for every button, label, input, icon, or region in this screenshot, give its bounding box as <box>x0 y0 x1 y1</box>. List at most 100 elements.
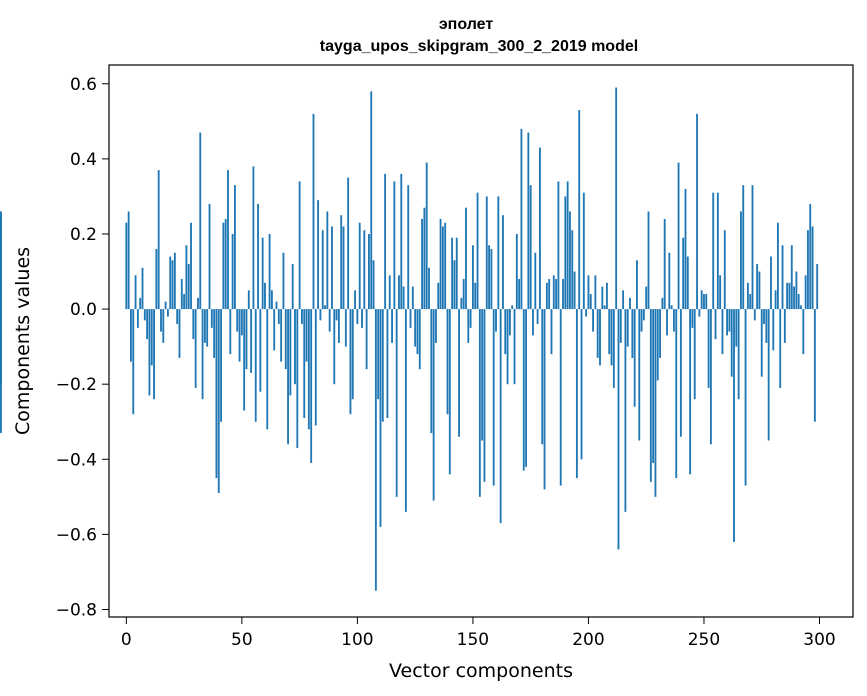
bar <box>698 309 701 317</box>
bar <box>298 181 301 310</box>
bar <box>395 309 398 497</box>
bar <box>811 226 814 310</box>
bar <box>518 279 521 310</box>
bar <box>603 305 606 310</box>
bar <box>160 309 162 332</box>
bar <box>802 309 805 355</box>
bar-series <box>0 87 819 591</box>
bar <box>284 309 287 370</box>
bar <box>774 290 777 310</box>
bar <box>220 309 222 422</box>
bar <box>391 309 393 343</box>
bar <box>444 222 447 310</box>
bar <box>589 294 592 310</box>
bar <box>779 309 782 388</box>
bar <box>788 282 791 310</box>
bar <box>504 309 507 355</box>
bar <box>751 185 754 310</box>
bar <box>164 301 167 310</box>
bar <box>562 279 564 310</box>
bar <box>132 309 135 415</box>
bar <box>337 309 340 343</box>
bar <box>342 226 345 310</box>
bar <box>781 245 784 310</box>
bar <box>749 294 752 310</box>
bar <box>795 271 798 310</box>
bar <box>460 297 463 310</box>
bar <box>645 286 648 310</box>
bar <box>740 211 742 310</box>
bar <box>455 237 458 310</box>
bar <box>675 309 678 479</box>
bar <box>529 185 532 310</box>
bar <box>536 309 539 325</box>
bar <box>478 309 481 497</box>
bar <box>490 249 493 310</box>
bar <box>312 113 315 310</box>
bar <box>541 309 544 445</box>
bar <box>134 275 137 310</box>
bar <box>807 230 809 310</box>
y-tick-label: −0.4 <box>56 450 97 470</box>
bar <box>585 309 588 317</box>
bar <box>136 309 139 328</box>
bar <box>606 282 608 310</box>
plot-frame <box>108 64 854 618</box>
bar <box>495 309 497 332</box>
bar <box>307 309 310 430</box>
bar <box>354 290 356 310</box>
bar <box>728 309 731 332</box>
bar <box>649 309 652 482</box>
bar <box>763 309 765 325</box>
bar <box>631 309 634 358</box>
bar <box>374 309 377 591</box>
bar <box>208 203 211 310</box>
bar <box>141 267 144 310</box>
bar <box>0 233 2 310</box>
bar <box>612 309 615 388</box>
bar <box>578 110 581 310</box>
x-axis-ticks: 0 50 100 150 200 250 300 <box>121 617 836 650</box>
bar <box>483 309 486 482</box>
bar <box>398 275 400 310</box>
bar <box>275 301 278 310</box>
bar <box>351 309 354 400</box>
bar <box>148 309 151 396</box>
x-tick-label: 100 <box>341 630 373 650</box>
bar <box>428 267 430 310</box>
bar <box>404 309 407 512</box>
bar <box>273 309 276 351</box>
bar <box>173 252 176 310</box>
bar <box>432 309 435 501</box>
bar <box>317 200 320 310</box>
bar <box>240 309 243 336</box>
bar <box>534 252 537 310</box>
bar <box>622 290 625 310</box>
bar <box>599 309 601 366</box>
bar <box>222 222 225 310</box>
bar <box>331 226 333 310</box>
bar <box>756 264 759 310</box>
bar <box>532 309 534 336</box>
bar <box>506 309 509 385</box>
bar <box>640 309 643 332</box>
bar <box>550 309 553 355</box>
bar <box>721 309 724 355</box>
bar <box>250 309 253 373</box>
bar <box>726 309 728 336</box>
bar <box>652 309 655 464</box>
bar <box>760 309 763 377</box>
bar <box>626 309 629 347</box>
bar <box>245 309 248 370</box>
y-tick-label: −0.8 <box>56 600 97 620</box>
bar <box>277 309 280 325</box>
bar <box>654 309 657 497</box>
bar <box>746 282 749 310</box>
bar <box>347 177 350 310</box>
bar <box>730 309 733 377</box>
bar <box>587 275 590 310</box>
bar <box>157 170 160 310</box>
bar <box>638 309 641 441</box>
bar <box>677 162 680 310</box>
bar <box>520 128 523 310</box>
